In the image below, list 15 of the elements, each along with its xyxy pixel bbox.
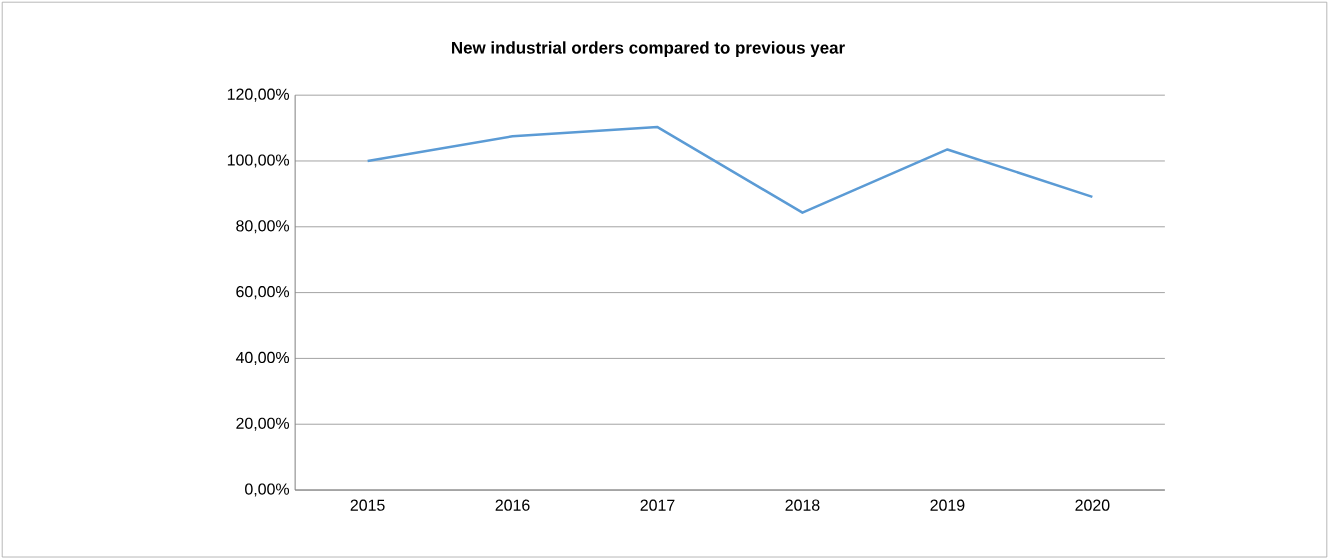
y-tick-label: 100,00% xyxy=(227,154,290,168)
chart-title: New industrial orders compared to previous year xyxy=(452,41,845,57)
x-tick-label: 2020 xyxy=(1075,499,1110,511)
y-tick-label: 60,00% xyxy=(236,285,290,300)
x-tick-label: 2016 xyxy=(495,499,530,511)
line-series xyxy=(366,125,1094,214)
x-tick-label: 2018 xyxy=(785,499,820,511)
x-tick-label: 2019 xyxy=(930,499,965,511)
y-tick-label: 80,00% xyxy=(236,220,290,234)
y-tick-label: 40,00% xyxy=(235,351,290,365)
y-tick-label: 20,00% xyxy=(236,417,290,431)
x-tick-label: 2015 xyxy=(350,499,385,511)
y-tick-label: 0,00% xyxy=(245,483,290,497)
y-tick-label: 120,00% xyxy=(227,88,290,102)
x-tick-label: 2017 xyxy=(640,499,675,511)
